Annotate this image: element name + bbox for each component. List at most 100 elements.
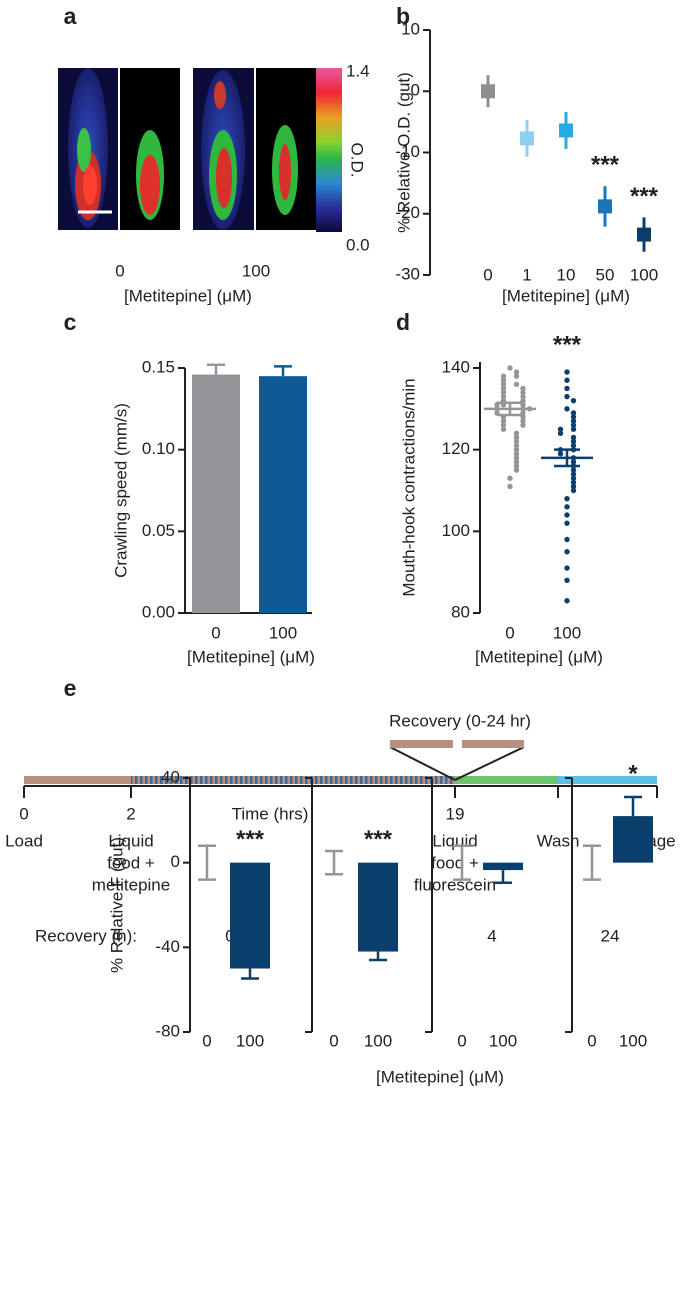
dot (564, 512, 570, 518)
dot (507, 483, 513, 490)
dot (570, 410, 577, 416)
y-tick-label: 0.10 (142, 439, 175, 458)
y-tick-label: 10 (401, 19, 420, 38)
dot (507, 475, 513, 481)
category-label: 0 (115, 261, 124, 280)
y-axis-label: % Relative O.D. (gut) (394, 72, 413, 233)
significance: *** (236, 826, 265, 853)
category-label: 0 (483, 265, 492, 284)
y-tick-label: -40 (155, 937, 180, 956)
category-label: 0 (587, 1031, 596, 1050)
dot (520, 385, 526, 392)
dot (557, 430, 564, 437)
y-tick-label: -30 (395, 264, 420, 283)
dot (570, 434, 577, 441)
dot (570, 475, 577, 481)
category-label: 50 (596, 265, 615, 284)
phase-label: metitepine (92, 875, 170, 894)
dot (513, 455, 520, 461)
y-tick-label: 40 (161, 767, 180, 786)
significance: * (628, 760, 638, 787)
dot (520, 422, 526, 428)
category-label: 100 (489, 1031, 517, 1050)
x-axis-label: [Metitepine] (μM) (124, 286, 252, 305)
dot (520, 389, 526, 396)
dot (564, 504, 570, 510)
dot (507, 365, 513, 371)
x-axis-label: [Metitepine] (μM) (502, 286, 630, 305)
dot (557, 426, 564, 432)
y-tick-label: -80 (155, 1021, 180, 1040)
dot (564, 565, 570, 571)
dot (570, 487, 577, 494)
category-label: 0 (505, 623, 514, 642)
colorbar-max: 1.4 (346, 61, 370, 80)
dot (564, 369, 570, 375)
bar (192, 374, 240, 613)
dot (520, 393, 526, 400)
category-label: 100 (630, 265, 658, 284)
dot (570, 438, 577, 445)
y-tick-label: 0 (411, 81, 420, 100)
y-tick-label: 0.05 (142, 521, 175, 540)
category-label: 100 (242, 261, 270, 280)
y-tick-label: 100 (442, 521, 470, 540)
dot (570, 479, 577, 486)
category-label: 100 (364, 1031, 392, 1050)
dot (570, 422, 577, 428)
dot (513, 446, 520, 453)
panel-label: b (396, 3, 410, 29)
timeline-tick-label: 0 (19, 804, 28, 823)
recovery-label: Recovery (0-24 hr) (389, 711, 531, 730)
bar (259, 376, 307, 613)
marker (637, 227, 651, 242)
phase-label: Liquid (432, 831, 477, 850)
dot (500, 422, 507, 428)
dot (570, 414, 577, 420)
bar (358, 862, 398, 952)
category-label: 1 (522, 265, 531, 284)
dot (513, 434, 520, 441)
dot (500, 426, 507, 432)
recovery-axis-label: Recovery (h): (35, 926, 137, 945)
dot (570, 442, 577, 449)
category-label: 0 (329, 1031, 338, 1050)
y-tick-label: -10 (395, 142, 420, 161)
y-tick-label: 80 (451, 602, 470, 621)
panel-label: c (64, 309, 77, 335)
dot (500, 373, 507, 379)
phase-label: Wash (537, 831, 580, 850)
category-label: 0 (202, 1031, 211, 1050)
panel-label: a (64, 3, 77, 29)
y-tick-label: -20 (395, 203, 420, 222)
phase-label: Liquid (108, 831, 153, 850)
y-axis-label: Mouth-hook contractions/min (399, 378, 418, 596)
significance: *** (553, 331, 582, 358)
dot (500, 381, 507, 388)
marker (481, 84, 495, 99)
dot (564, 577, 570, 584)
y-tick-label: 120 (442, 439, 470, 458)
dot (513, 438, 520, 445)
colorbar-min: 0.0 (346, 235, 370, 254)
category-label: 100 (553, 623, 581, 642)
y-tick-label: 0.15 (142, 357, 175, 376)
y-tick-label: 0 (171, 852, 180, 871)
dot (564, 495, 570, 502)
group-title: 24 (601, 926, 620, 945)
dot (570, 467, 577, 473)
significance: *** (591, 152, 620, 179)
phase-label: fluorescein (414, 875, 496, 894)
colorbar-label: O.D. (348, 143, 367, 178)
panel-label: d (396, 309, 410, 335)
bar (613, 816, 653, 863)
timeline (23, 740, 658, 798)
significance: *** (630, 183, 659, 210)
group-title: 4 (487, 926, 496, 945)
dot (564, 598, 570, 604)
timeline-axis-label: Time (hrs) (232, 804, 309, 823)
category-label: 100 (619, 1031, 647, 1050)
larva-images (58, 68, 342, 232)
dot (564, 520, 570, 526)
